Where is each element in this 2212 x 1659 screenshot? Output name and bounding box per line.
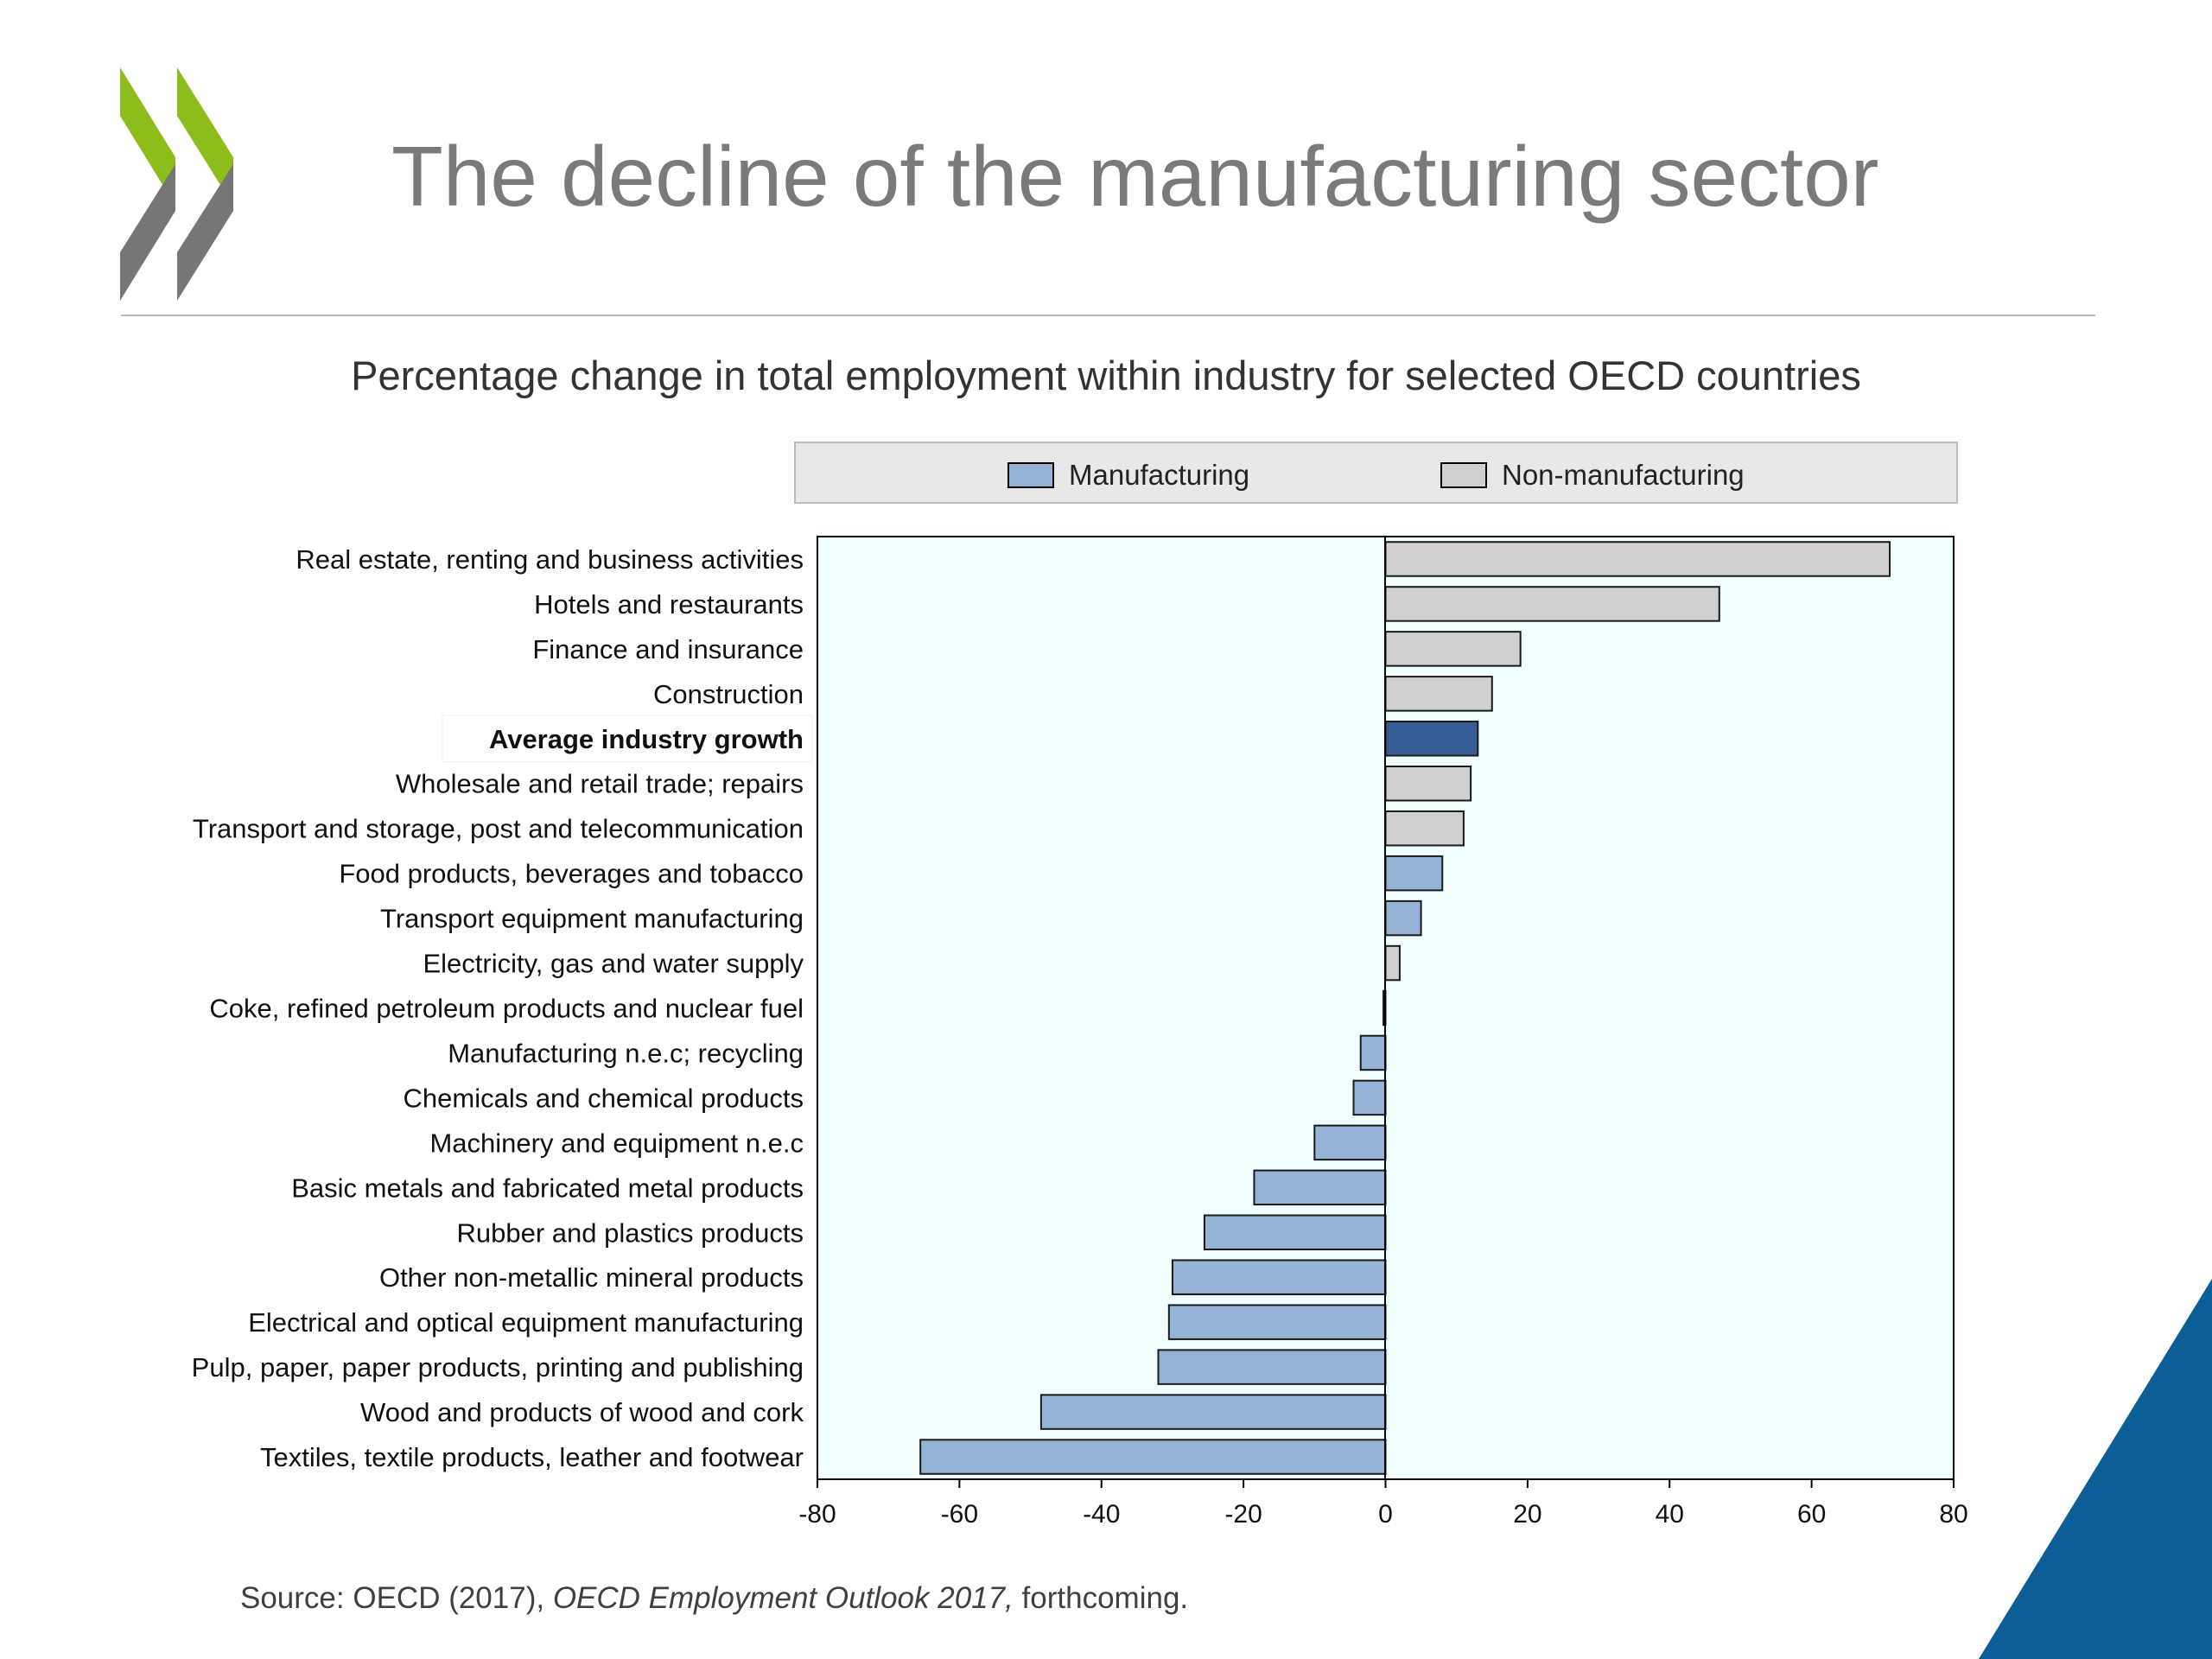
legend-box bbox=[794, 442, 1958, 504]
category-label-6: Transport and storage, post and telecomm… bbox=[193, 814, 804, 844]
source-prefix: Source: OECD (2017), bbox=[240, 1581, 553, 1615]
bar-9 bbox=[1384, 944, 1401, 982]
bar-7 bbox=[1384, 855, 1444, 892]
average-label-box bbox=[442, 715, 813, 763]
bar-16 bbox=[1171, 1259, 1387, 1295]
logo-green-chevron-right bbox=[177, 67, 233, 206]
bar-19 bbox=[1039, 1394, 1387, 1430]
bar-14 bbox=[1253, 1169, 1387, 1206]
title-divider bbox=[121, 315, 2095, 316]
category-label-2: Finance and insurance bbox=[532, 634, 804, 664]
category-label-3: Construction bbox=[653, 679, 804, 709]
legend-swatch-1 bbox=[1440, 462, 1487, 488]
bar-18 bbox=[1157, 1349, 1387, 1385]
category-label-10: Coke, refined petroleum products and nuc… bbox=[209, 994, 804, 1024]
source-note: Source: OECD (2017), OECD Employment Out… bbox=[240, 1581, 1188, 1616]
logo-gray-chevron-left bbox=[120, 164, 175, 301]
category-label-19: Wood and products of wood and cork bbox=[360, 1397, 804, 1427]
bar-6 bbox=[1384, 810, 1465, 847]
bar-3 bbox=[1384, 676, 1493, 712]
category-label-16: Other non-metallic mineral products bbox=[379, 1262, 804, 1293]
employment-bar-chart: Manufacturing Non-manufacturing Real esta… bbox=[192, 442, 1968, 1529]
category-label-11: Manufacturing n.e.c; recycling bbox=[448, 1038, 804, 1068]
legend-swatch-0 bbox=[1007, 462, 1054, 488]
legend: Manufacturing Non-manufacturing bbox=[1007, 459, 1745, 491]
category-label-17: Electrical and optical equipment manufac… bbox=[248, 1307, 804, 1338]
corner-decoration bbox=[1979, 1279, 2212, 1659]
source-publication: OECD Employment Outlook 2017, bbox=[552, 1581, 1014, 1615]
bar-15 bbox=[1203, 1214, 1387, 1251]
category-labels: Real estate, renting and business activi… bbox=[192, 544, 813, 1472]
category-label-14: Basic metals and fabricated metal produc… bbox=[291, 1173, 804, 1203]
category-label-5: Wholesale and retail trade; repairs bbox=[396, 769, 804, 799]
x-tick-label-2: -40 bbox=[1083, 1500, 1120, 1529]
category-label-12: Chemicals and chemical products bbox=[404, 1083, 804, 1113]
corner-blue-triangle bbox=[1979, 1279, 2212, 1659]
chart-subtitle: Percentage change in total employment wi… bbox=[351, 353, 1861, 398]
bar-20 bbox=[919, 1439, 1387, 1475]
bar-4 bbox=[1384, 721, 1479, 757]
bar-2 bbox=[1384, 631, 1522, 667]
legend-label-1: Non-manufacturing bbox=[1502, 459, 1745, 491]
bars bbox=[919, 541, 1891, 1475]
x-tick-label-3: -20 bbox=[1224, 1500, 1262, 1529]
x-tick-label-8: 80 bbox=[1939, 1500, 1967, 1529]
logo-gray-chevron-right bbox=[177, 164, 233, 301]
bar-11 bbox=[1359, 1034, 1387, 1071]
category-label-13: Machinery and equipment n.e.c bbox=[429, 1128, 804, 1158]
slide-title: The decline of the manufacturing sector bbox=[391, 129, 1879, 224]
category-label-20: Textiles, textile products, leather and … bbox=[260, 1442, 804, 1472]
bar-0 bbox=[1384, 541, 1891, 577]
category-label-18: Pulp, paper, paper products, printing an… bbox=[192, 1352, 804, 1382]
x-tick-label-7: 60 bbox=[1797, 1500, 1826, 1529]
bar-17 bbox=[1167, 1304, 1387, 1340]
source-suffix: forthcoming. bbox=[1013, 1581, 1189, 1615]
bar-8 bbox=[1384, 899, 1422, 937]
x-tick-label-4: 0 bbox=[1378, 1500, 1393, 1529]
oecd-logo bbox=[120, 67, 233, 301]
bar-1 bbox=[1384, 586, 1720, 622]
bar-12 bbox=[1352, 1079, 1387, 1116]
x-tick-label-5: 20 bbox=[1513, 1500, 1541, 1529]
x-tick-label-6: 40 bbox=[1656, 1500, 1684, 1529]
bar-5 bbox=[1384, 765, 1472, 802]
x-axis: -80 -60 -40 -20 0 20 40 60 80 bbox=[798, 1479, 1968, 1529]
legend-label-0: Manufacturing bbox=[1069, 459, 1249, 491]
x-tick-label-1: -60 bbox=[941, 1500, 978, 1529]
category-label-15: Rubber and plastics products bbox=[456, 1217, 804, 1248]
category-label-8: Transport equipment manufacturing bbox=[380, 904, 804, 934]
category-label-4: Average industry growth bbox=[489, 724, 804, 754]
category-label-0: Real estate, renting and business activi… bbox=[296, 544, 804, 575]
logo-green-chevron-left bbox=[120, 67, 175, 206]
category-label-7: Food products, beverages and tobacco bbox=[339, 859, 804, 889]
bar-13 bbox=[1313, 1124, 1387, 1161]
category-label-1: Hotels and restaurants bbox=[534, 589, 804, 620]
category-label-9: Electricity, gas and water supply bbox=[423, 949, 804, 979]
x-tick-label-0: -80 bbox=[798, 1500, 836, 1529]
